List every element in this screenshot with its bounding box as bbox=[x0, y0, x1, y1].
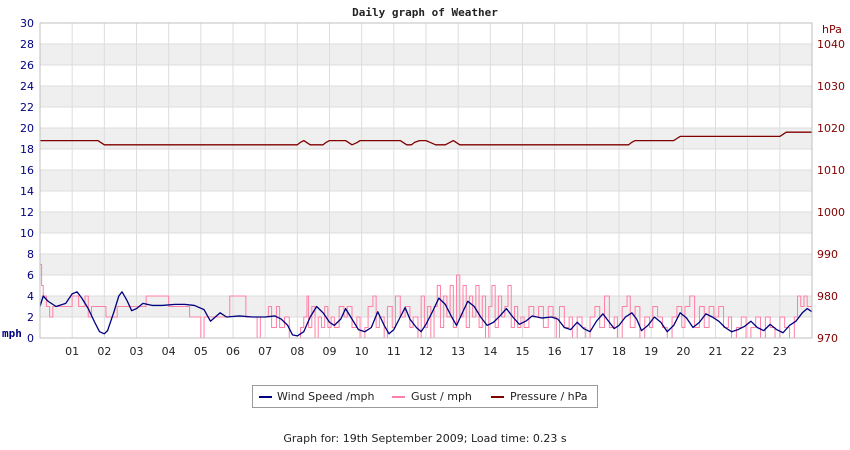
y-left-tick-label: 4 bbox=[27, 290, 34, 303]
y-left-tick-label: 8 bbox=[27, 248, 34, 261]
pressure-line bbox=[40, 131, 812, 146]
footer-text: Graph for: 19th September 2009; Load tim… bbox=[283, 432, 567, 445]
x-tick-label: 20 bbox=[676, 345, 690, 358]
y-right-axis-label: hPa bbox=[822, 23, 842, 36]
x-tick-label: 02 bbox=[97, 345, 111, 358]
x-tick-label: 14 bbox=[483, 345, 497, 358]
legend-label-pressure: Pressure / hPa bbox=[510, 390, 588, 403]
y-left-tick-label: 22 bbox=[20, 101, 34, 114]
legend-swatch-gust bbox=[392, 396, 405, 398]
plot-frame bbox=[39, 22, 813, 339]
x-tick-label: 01 bbox=[65, 345, 79, 358]
y-left-tick-label: 0 bbox=[27, 332, 34, 345]
y-right-tick-label: 1040 bbox=[817, 38, 845, 51]
x-tick-label: 05 bbox=[194, 345, 208, 358]
y-left-tick-label: 30 bbox=[20, 17, 34, 30]
x-tick-label: 22 bbox=[741, 345, 755, 358]
x-tick-label: 07 bbox=[258, 345, 272, 358]
y-left-tick-label: 6 bbox=[27, 269, 34, 282]
y-left-tick-label: 24 bbox=[20, 80, 34, 93]
legend-label-wind-speed: Wind Speed /mph bbox=[277, 390, 375, 403]
y-right-tick-label: 1010 bbox=[817, 164, 845, 177]
y-right-tick-label: 1030 bbox=[817, 80, 845, 93]
y-left-tick-label: 12 bbox=[20, 206, 34, 219]
x-tick-label: 08 bbox=[290, 345, 304, 358]
x-tick-label: 04 bbox=[162, 345, 176, 358]
x-tick-label: 21 bbox=[709, 345, 723, 358]
x-tick-label: 06 bbox=[226, 345, 240, 358]
x-tick-label: 16 bbox=[548, 345, 562, 358]
x-tick-label: 15 bbox=[516, 345, 530, 358]
legend-swatch-wind-speed bbox=[259, 396, 272, 398]
y-left-tick-label: 28 bbox=[20, 38, 34, 51]
y-left-tick-label: 20 bbox=[20, 122, 34, 135]
x-tick-label: 19 bbox=[644, 345, 658, 358]
y-left-tick-label: 26 bbox=[20, 59, 34, 72]
y-left-tick-label: 18 bbox=[20, 143, 34, 156]
y-left-axis-label: mph bbox=[2, 327, 22, 340]
legend-label-gust: Gust / mph bbox=[411, 390, 472, 403]
legend-swatch-pressure bbox=[491, 396, 504, 398]
x-tick-label: 12 bbox=[419, 345, 433, 358]
chart-title: Daily graph of Weather bbox=[352, 6, 498, 19]
y-left-tick-label: 14 bbox=[20, 185, 34, 198]
x-tick-label: 10 bbox=[355, 345, 369, 358]
x-tick-label: 11 bbox=[387, 345, 401, 358]
x-tick-label: 17 bbox=[580, 345, 594, 358]
y-left-tick-label: 10 bbox=[20, 227, 34, 240]
y-left-tick-label: 2 bbox=[27, 311, 34, 324]
y-right-tick-label: 970 bbox=[817, 332, 838, 345]
x-tick-label: 23 bbox=[773, 345, 787, 358]
y-right-tick-label: 1000 bbox=[817, 206, 845, 219]
x-tick-label: 18 bbox=[612, 345, 626, 358]
y-left-tick-label: 16 bbox=[20, 164, 34, 177]
axes: 01 02 03 04 05 06 07 08 09 10 11 12 13 14 15 16 17 18 19 20… bbox=[2, 17, 845, 358]
y-right-tick-label: 990 bbox=[817, 248, 838, 261]
y-right-tick-label: 1020 bbox=[817, 122, 845, 135]
x-tick-label: 03 bbox=[130, 345, 144, 358]
series-layer bbox=[39, 131, 813, 339]
y-right-tick-label: 980 bbox=[817, 290, 838, 303]
x-tick-label: 13 bbox=[451, 345, 465, 358]
wind-speed-line bbox=[39, 291, 813, 337]
legend: Wind Speed /mph Gust / mph Pressure / hP… bbox=[252, 385, 598, 408]
x-tick-label: 09 bbox=[323, 345, 337, 358]
